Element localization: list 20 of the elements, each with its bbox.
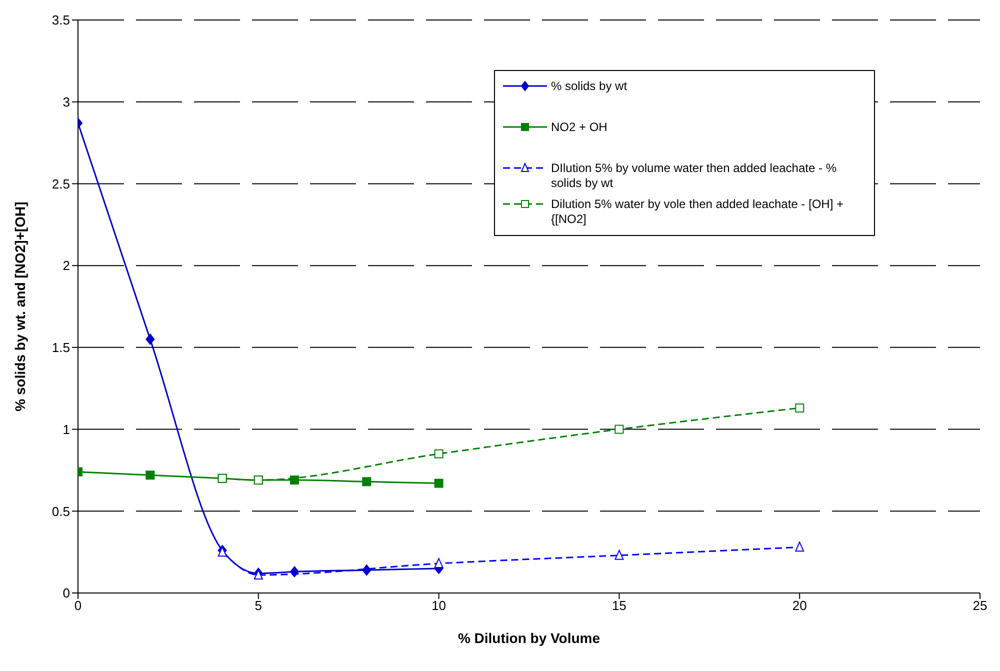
y-axis-title: % solids by wt. and [NO2]+[OH] xyxy=(12,202,28,412)
x-tick-label: 10 xyxy=(432,598,446,614)
legend-label: Dilution 5% water by vole then added leachate - [OH] + {[NO2] xyxy=(551,197,844,227)
y-tick-label: 1 xyxy=(62,422,70,437)
legend-label: DIlution 5% by volume water then added leachate - % solids by wt xyxy=(551,161,838,191)
x-axis-title: % Dilution by Volume xyxy=(458,630,600,646)
y-tick-label: 2 xyxy=(62,258,70,274)
x-tick-label: 5 xyxy=(254,598,262,614)
x-tick-label: 15 xyxy=(612,598,626,614)
y-tick-label: 1.5 xyxy=(52,340,70,356)
legend-label: % solids by wt xyxy=(551,79,628,94)
x-tick-label: 0 xyxy=(74,598,82,614)
x-tick-label: 25 xyxy=(972,598,988,614)
x-tick-label: 20 xyxy=(792,598,807,614)
legend-label: NO2 + OH xyxy=(551,120,608,135)
y-tick-label: 0.5 xyxy=(52,504,70,519)
y-tick-label: 0 xyxy=(62,586,70,601)
y-tick-label: 3 xyxy=(62,94,70,110)
y-tick-label: 3.5 xyxy=(52,12,70,28)
y-tick-label: 2.5 xyxy=(52,176,70,192)
